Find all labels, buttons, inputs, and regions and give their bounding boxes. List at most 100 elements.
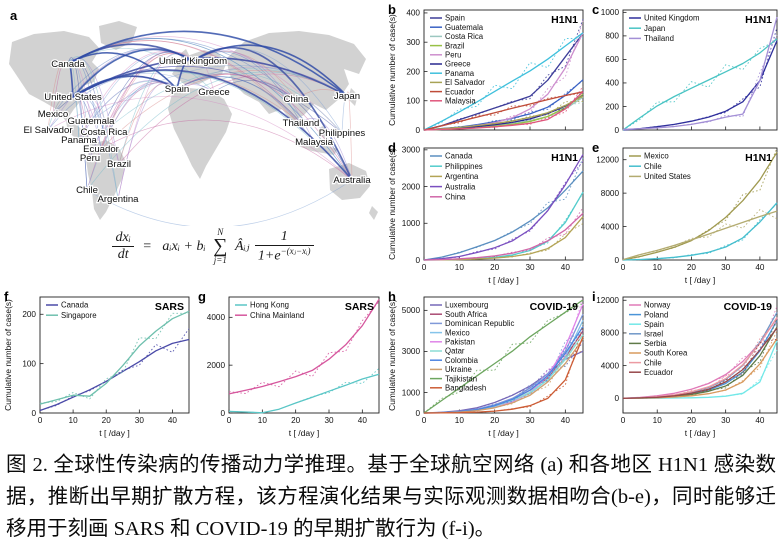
x-tick-label: 40 xyxy=(755,263,765,272)
x-axis-label: t [ /day ] xyxy=(99,428,130,438)
legend-label-singapore: Singapore xyxy=(61,311,97,320)
continent-shape xyxy=(9,31,100,121)
x-tick-label: 10 xyxy=(455,263,465,272)
flight-arc xyxy=(346,91,353,181)
equals-sign: = xyxy=(142,238,152,254)
series-tajikistan xyxy=(423,299,584,414)
y-tick-label: 100 xyxy=(22,359,36,368)
series-panama xyxy=(423,32,584,131)
y-tick-label: 12000 xyxy=(596,156,619,165)
series-bangladesh xyxy=(423,336,584,414)
y-axis-label: Cumulative number of case(s) xyxy=(387,299,397,411)
legend-label-serbia: Serbia xyxy=(644,339,667,348)
y-tick-label: 0 xyxy=(415,126,420,135)
x-axis-label: t [ /day ] xyxy=(488,275,519,285)
flight-arc xyxy=(67,57,88,191)
x-tick-label: 10 xyxy=(69,416,79,425)
map-label-argentina: Argentina xyxy=(97,194,139,205)
legend-label-malaysia: Malaysia xyxy=(445,97,476,106)
panel-i: i 0 4000 8000 12000 0 10 20 30 40 t [ /day ] Norway… xyxy=(590,289,782,439)
chart-svg-e: 0 4000 8000 12000 0 10 20 30 40 t [ /day ] MexicoC… xyxy=(596,147,778,285)
y-tick-label: 0 xyxy=(614,256,619,265)
flight-arc xyxy=(176,76,315,143)
series-ecuador xyxy=(622,327,778,399)
series-canada xyxy=(39,338,190,412)
y-tick-label: 1000 xyxy=(402,388,421,397)
y-tick-label: 1000 xyxy=(601,8,620,17)
flight-arc xyxy=(118,53,194,165)
legend-label-china-mainland: China Mainland xyxy=(250,311,304,320)
disease-title: COVID-19 xyxy=(530,301,579,313)
legend-label-tajikistan: Tajikistan xyxy=(445,374,477,383)
map-label-costa-rica: Costa Rica xyxy=(81,127,129,138)
y-tick-label: 4000 xyxy=(601,222,620,231)
flight-arc xyxy=(67,57,120,165)
observed-japan xyxy=(622,40,778,131)
x-tick-label: 40 xyxy=(561,263,571,272)
legend-label-bangladesh: Bangladesh xyxy=(445,384,486,393)
y-tick-label: 3000 xyxy=(402,146,421,155)
flight-arc xyxy=(192,46,353,181)
panel-letter-f: f xyxy=(4,289,9,304)
axes-box xyxy=(423,296,584,414)
map-label-philippines: Philippines xyxy=(319,128,366,139)
x-tick-label: 40 xyxy=(168,416,178,425)
legend-label-colombia: Colombia xyxy=(445,356,479,365)
legend-label-mexico: Mexico xyxy=(644,152,669,161)
legend-label-philippines: Philippines xyxy=(445,162,483,171)
axes-box xyxy=(39,296,190,414)
map-label-united-kingdom: United Kingdom xyxy=(159,56,227,67)
series-el-salvador xyxy=(423,95,584,131)
map-label-spain: Spain xyxy=(165,84,190,95)
legend-label-pakistan: Pakistan xyxy=(445,338,475,347)
map-label-el-salvador: El Salvador xyxy=(23,125,73,136)
map-label-mexico: Mexico xyxy=(38,109,68,120)
continent-shape xyxy=(168,88,232,179)
x-tick-label: 0 xyxy=(621,416,626,425)
adjacency-term: Âᵢⱼ xyxy=(234,238,250,254)
panel-g: g 0 2000 4000 0 10 20 30 40 t [ /day ] Hong Kong Ch… xyxy=(196,289,384,439)
legend-label-canada: Canada xyxy=(445,152,473,161)
legend-label-ecuador: Ecuador xyxy=(644,368,673,377)
axes-box xyxy=(423,147,584,261)
y-tick-label: 4000 xyxy=(601,361,620,370)
continent-shape xyxy=(99,21,137,50)
legend-label-united-states: United States xyxy=(644,172,691,181)
legend-label-hong-kong: Hong Kong xyxy=(250,301,289,310)
observed-hong-kong xyxy=(228,368,380,414)
legend-label-mexico: Mexico xyxy=(445,328,470,337)
flight-arc xyxy=(192,44,348,97)
sigmoid-exponent: −(xⱼ−xᵢ) xyxy=(280,245,311,256)
series-argentina xyxy=(423,216,584,261)
panel-f: f 0 100 200 0 10 20 30 40 t [ /day ] Cumulative nu… xyxy=(2,289,194,439)
x-axis-label: t [ /day ] xyxy=(685,428,716,438)
series-hong-kong xyxy=(228,373,380,414)
disease-title: SARS xyxy=(345,301,374,313)
flight-arc xyxy=(67,30,348,97)
legend-label-peru: Peru xyxy=(445,51,461,60)
y-tick-label: 0 xyxy=(31,409,36,418)
axes-box xyxy=(228,296,380,414)
flight-arc xyxy=(100,119,353,181)
x-tick-label: 20 xyxy=(687,263,697,272)
map-label-malaysia: Malaysia xyxy=(295,137,334,148)
series-norway xyxy=(622,317,778,399)
continent-shape xyxy=(86,140,126,220)
flight-arc xyxy=(117,81,178,200)
panel-b: b 0 100 200 300 400 Cumulative number of case(… xyxy=(386,2,588,138)
map-label-china: China xyxy=(283,94,309,105)
map-label-ecuador: Ecuador xyxy=(83,144,120,155)
x-tick-label: 0 xyxy=(422,263,427,272)
map-label-thailand: Thailand xyxy=(283,118,320,129)
flight-arc xyxy=(300,118,353,181)
y-tick-label: 0 xyxy=(415,256,420,265)
map-label-panama: Panama xyxy=(61,135,97,146)
panel-d: d 0 1000 2000 3000 0 10 20 30 40 t [ /day ] Cumulat… xyxy=(386,140,588,286)
figure-caption: 图 2. 全球性传染病的传播动力学推理。基于全球航空网络 (a) 和各地区 H1… xyxy=(6,454,776,540)
world-flight-network-map: Canada United Kingdom Spain Greece China Japa… xyxy=(4,14,384,228)
panel-letter-i: i xyxy=(592,289,596,304)
y-tick-label: 200 xyxy=(406,67,420,76)
legend-label-south-korea: South Korea xyxy=(644,349,688,358)
x-tick-label: 40 xyxy=(358,416,368,425)
